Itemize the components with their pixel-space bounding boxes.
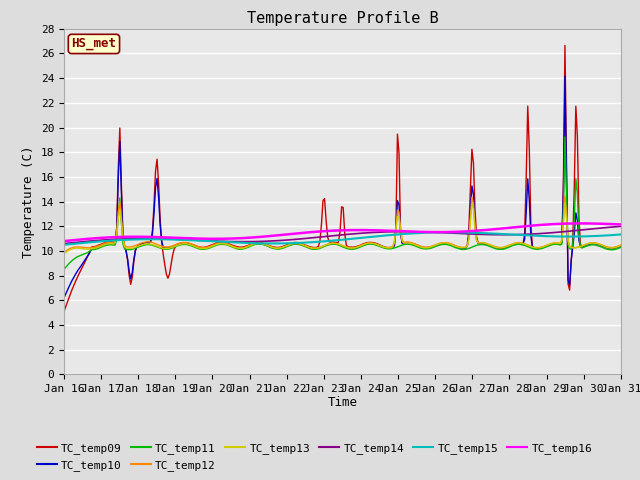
Line: TC_temp11: TC_temp11 xyxy=(64,137,621,269)
TC_temp14 xyxy=(129,236,136,241)
TC_temp15 xyxy=(446,229,454,235)
Line: TC_temp10: TC_temp10 xyxy=(64,76,621,298)
TC_temp10 xyxy=(129,270,136,276)
TC_temp15 xyxy=(60,242,68,248)
TC_temp15 xyxy=(617,231,625,237)
TC_temp15 xyxy=(129,237,136,242)
TC_temp12 xyxy=(129,244,136,250)
TC_temp14 xyxy=(244,239,252,244)
TC_temp16 xyxy=(60,238,68,244)
TC_temp09 xyxy=(254,240,262,245)
TC_temp11 xyxy=(588,242,595,248)
TC_temp09 xyxy=(561,43,569,48)
TC_temp13 xyxy=(254,240,262,246)
TC_temp13 xyxy=(588,240,595,246)
Y-axis label: Temperature (C): Temperature (C) xyxy=(22,145,35,258)
TC_temp16 xyxy=(303,229,311,235)
TC_temp16 xyxy=(617,222,625,228)
TC_temp12 xyxy=(254,240,262,246)
TC_temp14 xyxy=(617,224,625,229)
Title: Temperature Profile B: Temperature Profile B xyxy=(246,11,438,26)
Line: TC_temp12: TC_temp12 xyxy=(64,196,621,252)
X-axis label: Time: Time xyxy=(328,396,357,408)
TC_temp13 xyxy=(617,243,625,249)
TC_temp11 xyxy=(244,244,252,250)
TC_temp16 xyxy=(254,234,262,240)
Legend: TC_temp09, TC_temp10, TC_temp11, TC_temp12, TC_temp13, TC_temp14, TC_temp15, TC_: TC_temp09, TC_temp10, TC_temp11, TC_temp… xyxy=(32,439,597,475)
TC_temp14 xyxy=(586,226,594,232)
TC_temp11 xyxy=(60,266,68,272)
TC_temp13 xyxy=(129,245,136,251)
TC_temp16 xyxy=(244,235,252,240)
Line: TC_temp16: TC_temp16 xyxy=(64,223,621,241)
TC_temp09 xyxy=(226,241,234,247)
TC_temp14 xyxy=(303,235,311,241)
TC_temp09 xyxy=(244,242,252,248)
TC_temp12 xyxy=(60,249,68,255)
TC_temp10 xyxy=(303,244,311,250)
TC_temp13 xyxy=(244,243,252,249)
Line: TC_temp15: TC_temp15 xyxy=(64,232,621,245)
TC_temp15 xyxy=(303,240,311,245)
TC_temp09 xyxy=(588,240,595,246)
TC_temp12 xyxy=(244,243,252,249)
TC_temp11 xyxy=(226,243,234,249)
Text: HS_met: HS_met xyxy=(72,37,116,50)
TC_temp12 xyxy=(226,242,234,248)
TC_temp13 xyxy=(60,251,68,256)
TC_temp14 xyxy=(254,239,262,244)
TC_temp16 xyxy=(577,220,584,226)
TC_temp16 xyxy=(588,221,595,227)
Line: TC_temp13: TC_temp13 xyxy=(64,203,621,253)
TC_temp15 xyxy=(254,240,262,246)
TC_temp10 xyxy=(561,73,569,79)
Line: TC_temp09: TC_temp09 xyxy=(64,46,621,312)
TC_temp11 xyxy=(303,245,311,251)
TC_temp09 xyxy=(60,309,68,314)
TC_temp15 xyxy=(244,240,252,246)
TC_temp09 xyxy=(617,243,625,249)
TC_temp10 xyxy=(244,244,252,250)
TC_temp12 xyxy=(588,240,595,246)
TC_temp16 xyxy=(226,236,234,241)
TC_temp09 xyxy=(303,243,311,249)
TC_temp16 xyxy=(129,234,136,240)
TC_temp09 xyxy=(129,275,136,280)
TC_temp10 xyxy=(254,241,262,247)
TC_temp15 xyxy=(226,240,234,245)
TC_temp13 xyxy=(561,200,569,205)
TC_temp11 xyxy=(129,246,136,252)
TC_temp10 xyxy=(226,243,234,249)
TC_temp12 xyxy=(561,193,569,199)
TC_temp13 xyxy=(303,244,311,250)
TC_temp11 xyxy=(254,241,262,247)
TC_temp13 xyxy=(226,243,234,249)
TC_temp14 xyxy=(60,240,68,246)
Line: TC_temp14: TC_temp14 xyxy=(64,227,621,243)
TC_temp11 xyxy=(561,134,569,140)
TC_temp12 xyxy=(303,244,311,250)
TC_temp14 xyxy=(226,239,234,244)
TC_temp11 xyxy=(617,244,625,250)
TC_temp10 xyxy=(588,241,595,247)
TC_temp12 xyxy=(617,242,625,248)
TC_temp15 xyxy=(588,233,595,239)
TC_temp10 xyxy=(60,295,68,301)
TC_temp10 xyxy=(617,243,625,249)
